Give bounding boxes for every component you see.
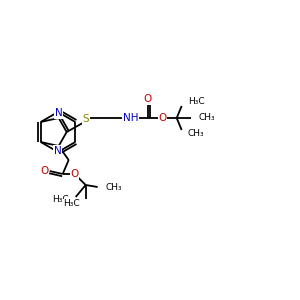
Text: CH₃: CH₃ <box>106 182 122 191</box>
Text: N: N <box>54 146 61 156</box>
Text: S: S <box>82 114 89 124</box>
Text: N: N <box>55 108 63 118</box>
Text: H₃C: H₃C <box>188 98 204 106</box>
Text: O: O <box>144 94 152 104</box>
Text: NH: NH <box>123 113 138 123</box>
Text: H₃C: H₃C <box>63 200 80 208</box>
Text: CH₃: CH₃ <box>199 113 215 122</box>
Text: O: O <box>159 113 167 123</box>
Text: O: O <box>40 166 49 176</box>
Text: H₃C: H₃C <box>52 196 69 205</box>
Text: CH₃: CH₃ <box>188 130 204 139</box>
Text: O: O <box>70 169 79 179</box>
